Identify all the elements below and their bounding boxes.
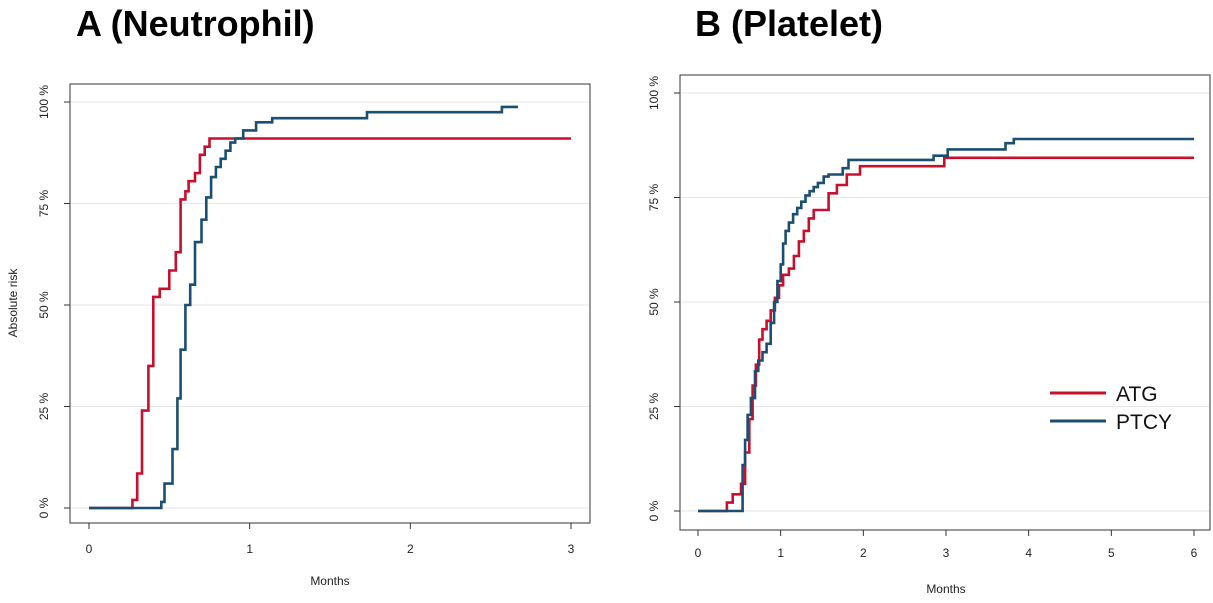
- y-tick-label-0: 0 %: [647, 500, 661, 521]
- x-tick-label-1: 1: [777, 546, 784, 560]
- series-line-ptcy: [698, 137, 1194, 513]
- panel-a-series: [89, 105, 571, 510]
- y-tick-label-100: 100 %: [647, 76, 661, 110]
- panel-a: A (Neutrophil) 0 %25 %50 %75 %100 %0 1 2 3 …: [6, 3, 591, 588]
- x-tick-label-3: 3: [943, 546, 950, 560]
- series-line-atg: [89, 137, 571, 510]
- x-tick-label-1: 1: [246, 542, 253, 556]
- series-line-ptcy: [89, 105, 518, 510]
- x-tick-label-4: 4: [1025, 546, 1032, 560]
- series-line-atg: [698, 156, 1194, 513]
- panel-a-gridlines: [71, 101, 589, 509]
- x-tick-label-6: 6: [1191, 546, 1198, 560]
- panel-a-title: A (Neutrophil): [76, 3, 315, 44]
- y-tick-label-100: 100 %: [37, 85, 51, 119]
- legend: ATG PTCY: [1050, 383, 1172, 434]
- x-tick-label-0: 0: [695, 546, 702, 560]
- panel-a-y-axis-title: Absolute risk: [6, 268, 20, 338]
- y-tick-label-75: 75 %: [647, 183, 661, 211]
- y-tick-label-75: 75 %: [37, 189, 51, 217]
- panel-b-gridlines: [681, 92, 1209, 512]
- y-tick-label-50: 50 %: [37, 291, 51, 319]
- x-tick-label-5: 5: [1108, 546, 1115, 560]
- x-tick-label-0: 0: [86, 542, 93, 556]
- y-tick-label-25: 25 %: [647, 392, 661, 420]
- panel-a-axis-ticks: 0 % 25 % 50 % 75 % 100 % 0 1 2 3: [37, 85, 575, 556]
- y-tick-label-0: 0 %: [37, 497, 51, 518]
- panel-b-series: [698, 137, 1194, 513]
- panel-a-x-axis-title: Months: [310, 574, 349, 588]
- panel-b-x-axis-title: Months: [926, 582, 965, 596]
- y-tick-label-50: 50 %: [647, 288, 661, 316]
- legend-ptcy-label: PTCY: [1116, 411, 1172, 434]
- panel-a-plot-frame: [69, 83, 591, 524]
- panel-b: B (Platelet) 0 % 25 % 50 % 75 % 100 % 0 1 2 3 4 5 6…: [647, 3, 1211, 596]
- y-tick-label-25: 25 %: [37, 392, 51, 420]
- panel-b-title: B (Platelet): [695, 3, 883, 44]
- x-tick-label-2: 2: [407, 542, 414, 556]
- x-tick-label-3: 3: [568, 542, 575, 556]
- x-tick-label-2: 2: [860, 546, 867, 560]
- panel-b-axis-ticks: 0 % 25 % 50 % 75 % 100 % 0 1 2 3 4 5 6: [647, 76, 1198, 560]
- legend-atg-label: ATG: [1116, 383, 1158, 406]
